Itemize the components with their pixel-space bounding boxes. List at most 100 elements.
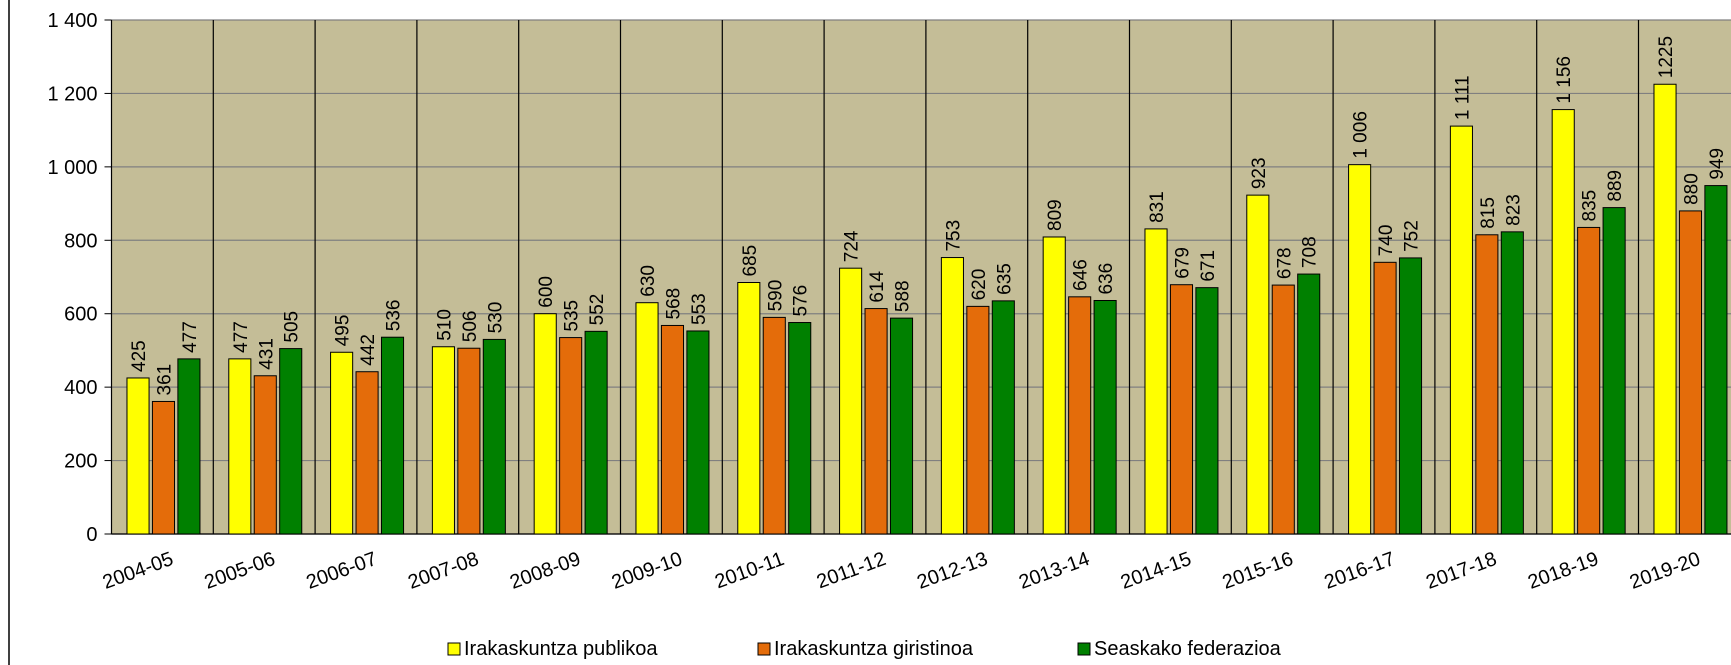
bar (482, 338, 506, 535)
value-label: 671 (1198, 250, 1219, 282)
x-tick-label: 2011-12 (814, 548, 889, 593)
value-label: 724 (842, 230, 863, 262)
value-label: 590 (765, 280, 786, 312)
bar (1602, 207, 1626, 535)
value-label: 636 (1096, 263, 1117, 295)
value-label: 1 111 (1452, 75, 1473, 120)
value-label: 620 (969, 269, 990, 301)
bar (1348, 164, 1372, 535)
bar (686, 330, 710, 535)
legend-swatch (757, 642, 771, 656)
value-label: 506 (460, 311, 481, 343)
legend-swatch (447, 642, 461, 656)
value-label: 510 (434, 309, 455, 341)
value-label: 477 (180, 321, 201, 353)
bar (660, 324, 685, 535)
y-tick-label: 1 400 (47, 10, 97, 32)
y-tick-label: 800 (64, 230, 97, 252)
value-label: 553 (689, 293, 710, 325)
value-label: 568 (663, 288, 684, 320)
x-tick-label: 2004-05 (100, 548, 177, 594)
bar (1500, 231, 1524, 535)
value-label: 740 (1376, 225, 1397, 257)
x-tick-label: 2005-06 (202, 548, 279, 594)
bar (151, 400, 176, 535)
value-label: 1 156 (1554, 56, 1575, 104)
bar (940, 257, 964, 535)
bar (966, 305, 990, 535)
value-label: 600 (536, 276, 557, 308)
value-label: 835 (1580, 190, 1601, 222)
legend-label: Irakaskuntza giristinoa (774, 638, 974, 660)
bar (1704, 185, 1728, 535)
bar (1475, 234, 1499, 535)
bar (839, 267, 863, 535)
bar (1144, 228, 1168, 535)
bar (330, 351, 354, 535)
bar (1551, 109, 1575, 535)
value-label: 614 (867, 270, 888, 302)
y-tick-label: 600 (64, 304, 97, 326)
x-tick-label: 2019-20 (1627, 548, 1704, 594)
bar (1678, 210, 1703, 535)
bar (1195, 287, 1219, 535)
bar (228, 358, 252, 535)
bar (788, 322, 812, 535)
bar (584, 330, 608, 535)
value-label: 552 (587, 294, 608, 326)
bar (355, 371, 379, 535)
bar (431, 346, 455, 535)
value-label: 685 (740, 245, 761, 277)
x-tick-label: 2007-08 (405, 548, 482, 594)
y-tick-label: 1 000 (47, 157, 97, 179)
y-tick-label: 200 (64, 451, 97, 473)
value-label: 815 (1478, 197, 1499, 229)
value-label: 361 (154, 364, 175, 396)
x-tick-label: 2012-13 (914, 548, 991, 594)
bar (1373, 261, 1397, 535)
bar (1398, 257, 1423, 535)
x-tick-label: 2013-14 (1016, 548, 1093, 594)
value-label: 431 (256, 338, 277, 370)
x-tick-label: 2010-11 (712, 548, 787, 593)
bar (533, 313, 557, 535)
value-label: 880 (1681, 173, 1702, 205)
bar (126, 377, 150, 535)
bar (1577, 226, 1601, 535)
bar (635, 302, 659, 535)
value-label: 679 (1172, 247, 1193, 279)
value-label: 646 (1071, 259, 1092, 291)
value-label: 425 (129, 340, 150, 372)
legend-label: Irakaskuntza publikoa (464, 638, 658, 660)
bar (864, 308, 888, 535)
bar (1449, 125, 1473, 535)
value-label: 809 (1045, 199, 1066, 231)
bar (889, 317, 914, 535)
value-label: 495 (333, 315, 354, 347)
value-label: 477 (231, 321, 252, 353)
value-label: 1 006 (1351, 111, 1372, 159)
bar (1653, 83, 1677, 535)
value-label: 530 (485, 302, 506, 334)
value-label: 949 (1707, 148, 1728, 180)
bar (1297, 273, 1321, 535)
bar (1271, 284, 1295, 535)
x-tick-label: 2017-18 (1423, 548, 1500, 594)
x-tick-label: 2018-19 (1525, 548, 1602, 594)
y-tick-label: 1 200 (47, 83, 97, 105)
value-label: 831 (1147, 191, 1168, 223)
value-label: 442 (358, 334, 379, 366)
bar (1042, 236, 1066, 535)
bar (991, 300, 1015, 535)
bar (279, 348, 303, 535)
x-tick-label: 2016-17 (1321, 548, 1398, 594)
bar (380, 336, 405, 535)
value-label: 708 (1300, 236, 1321, 268)
bar (1093, 299, 1117, 535)
x-tick-label: 2015-16 (1220, 548, 1297, 594)
bar (1169, 284, 1194, 535)
x-tick-label: 2014-15 (1118, 548, 1195, 594)
value-label: 536 (384, 300, 405, 332)
bar (1246, 194, 1270, 535)
